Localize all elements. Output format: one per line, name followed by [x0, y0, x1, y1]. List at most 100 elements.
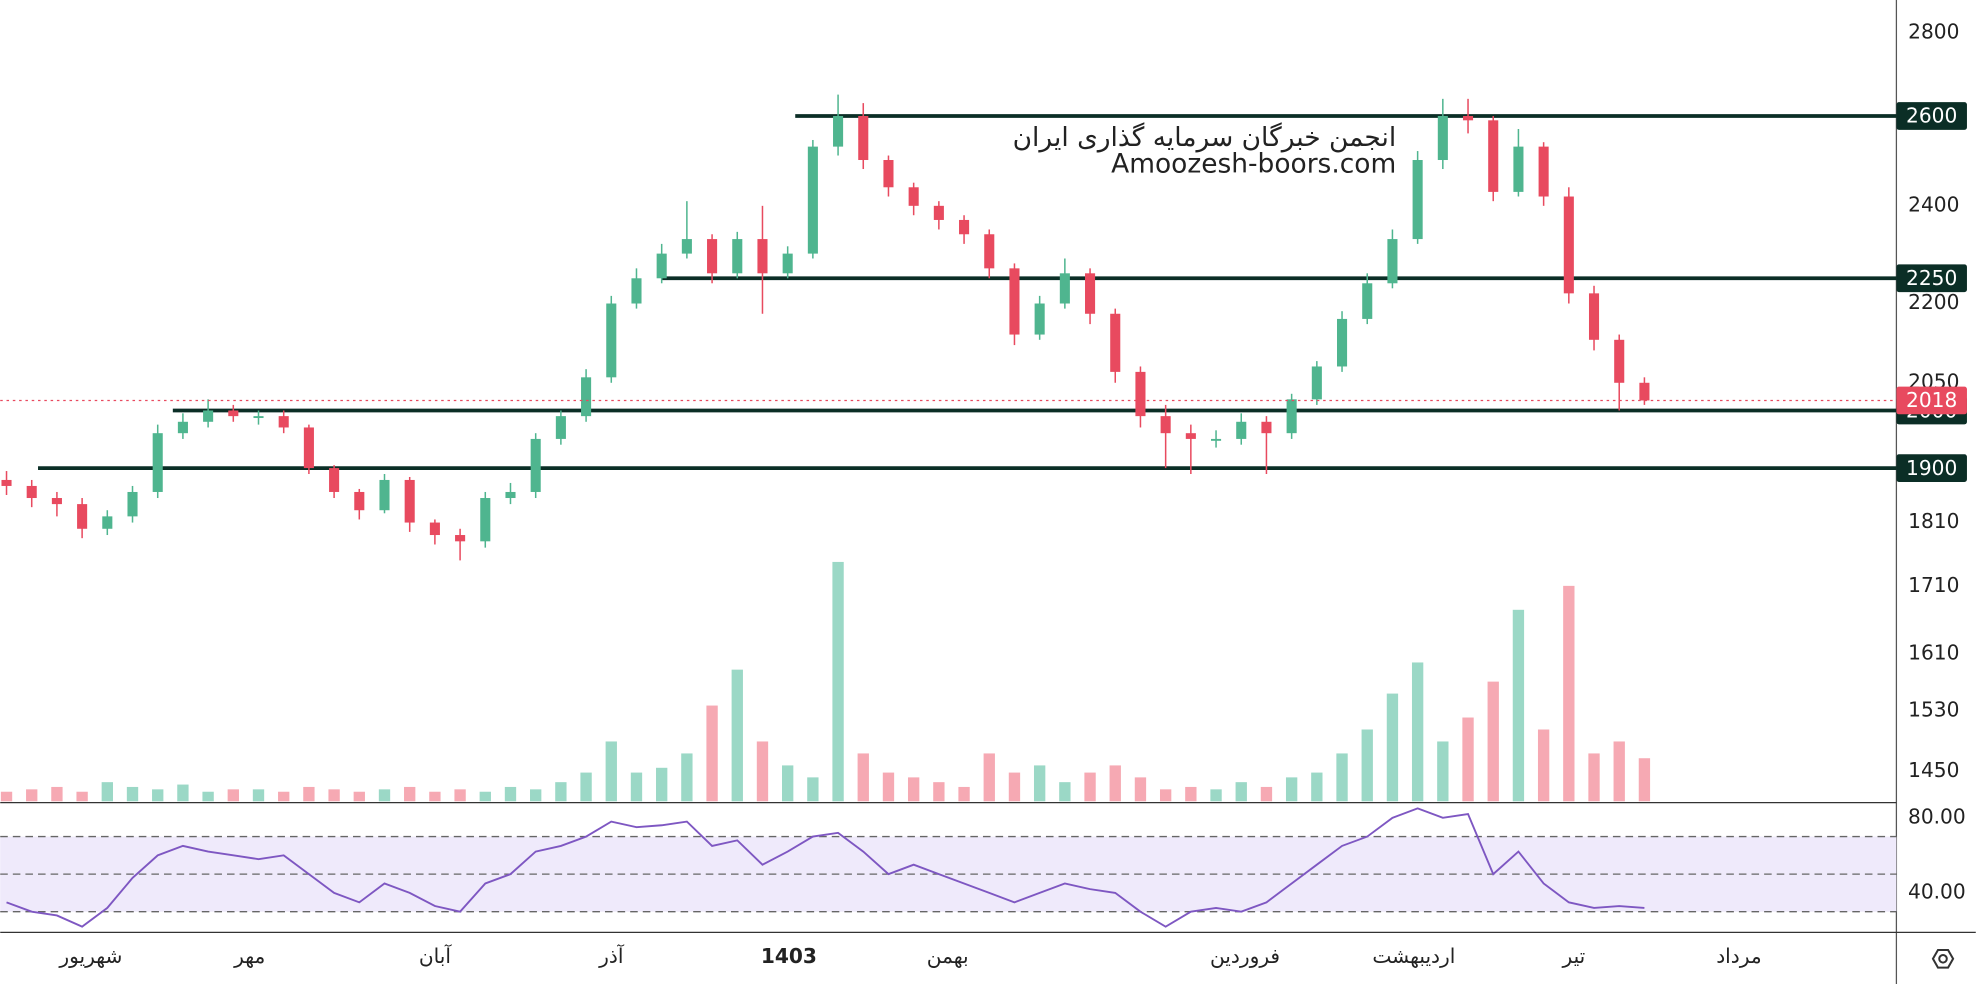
candle-body: [1211, 438, 1222, 441]
volume-bar: [782, 765, 794, 802]
volume-bar: [1059, 782, 1071, 802]
volume-bar: [1210, 789, 1222, 802]
volume-bar: [832, 561, 844, 802]
level-label-box: [1896, 102, 1967, 130]
candle-body: [51, 498, 62, 505]
candle-body: [329, 468, 340, 492]
volume-bar: [278, 791, 290, 802]
candle-body: [707, 239, 718, 274]
y-tick-label: 1710: [1908, 573, 1959, 597]
y-tick-label: 2400: [1908, 192, 1959, 216]
volume-bar: [882, 772, 895, 802]
volume-bar: [756, 741, 769, 802]
candle-body: [581, 377, 592, 417]
volume-bar: [26, 789, 38, 802]
candle-body: [1437, 115, 1448, 161]
candle-body: [1462, 115, 1474, 121]
volume-bar: [353, 791, 365, 802]
candle-body: [102, 516, 113, 529]
volume-bar: [177, 784, 189, 802]
candle-body: [1236, 421, 1247, 439]
candle-body: [732, 239, 743, 274]
candle-body: [631, 278, 642, 304]
candle-body: [782, 253, 793, 274]
candle-body: [1538, 146, 1549, 197]
candle-body: [807, 146, 818, 254]
rsi-tick-label: 40.00: [1908, 879, 1966, 903]
candle-body: [933, 205, 944, 220]
candle-body: [1488, 120, 1499, 192]
x-tick-label: 1403: [761, 944, 817, 968]
candle-body: [1588, 293, 1600, 340]
volume-bar: [328, 789, 340, 802]
volume-bar: [1109, 765, 1121, 802]
candle-body: [228, 410, 239, 417]
candle-body: [1261, 421, 1272, 434]
candle-body: [26, 485, 37, 499]
y-tick-label: 2800: [1908, 19, 1959, 43]
candle-body: [656, 253, 667, 279]
level-label: 2600: [1906, 104, 1957, 128]
volume-bar: [706, 705, 718, 802]
x-tick-label: آذر: [598, 943, 625, 968]
settings-icon[interactable]: [1931, 948, 1955, 969]
current-price-label: 2018: [1906, 388, 1957, 412]
settings-icon-shape[interactable]: [1931, 948, 1955, 969]
candle-body: [606, 303, 617, 378]
volume-bar: [51, 786, 63, 802]
candle-body: [908, 187, 919, 206]
volume-bar: [1084, 772, 1096, 802]
volume-bar: [252, 789, 265, 802]
volume-bar: [1336, 753, 1348, 802]
volume-bar: [227, 789, 239, 802]
x-tick-label: آبان: [419, 943, 453, 968]
volume-bar: [681, 753, 693, 802]
settings-icon-dot[interactable]: [1938, 954, 1948, 964]
y-tick-label: 1450: [1908, 758, 1959, 782]
volume-bar: [1008, 772, 1021, 802]
candle-body: [505, 491, 516, 499]
y-tick-label: 2200: [1908, 290, 1959, 314]
rsi-line: [6, 807, 1645, 928]
candle-body: [1185, 433, 1196, 439]
volume-bar: [0, 791, 13, 802]
rsi-tick-label: 80.00: [1908, 804, 1966, 828]
candle-body: [278, 416, 289, 428]
candle-body: [203, 410, 214, 422]
current-price-box: [1896, 386, 1967, 415]
volume-bar: [580, 772, 592, 802]
volume-bar: [958, 786, 970, 802]
candle-body: [681, 239, 692, 254]
volume-bar: [1638, 758, 1651, 802]
volume-bar: [404, 786, 416, 802]
candle-body: [253, 416, 264, 419]
candle-body: [1110, 313, 1121, 372]
volume-bar: [555, 782, 567, 802]
x-tick-label: مهر: [233, 944, 265, 968]
candle-body: [1034, 303, 1045, 335]
level-label: 2250: [1906, 266, 1957, 290]
x-tick-label: فروردین: [1210, 944, 1280, 968]
volume-bar: [1487, 681, 1499, 802]
candle-body: [1286, 399, 1297, 434]
volume-bar: [1613, 741, 1625, 802]
candle-body: [1135, 371, 1146, 417]
candle-body: [1160, 416, 1171, 434]
volume-bar: [202, 791, 214, 802]
candle-body: [1614, 339, 1625, 383]
candle-body: [429, 522, 440, 536]
candle-body: [127, 491, 138, 517]
volume-bar: [1411, 662, 1424, 802]
volume-bar: [1285, 777, 1298, 802]
candle-body: [858, 115, 869, 161]
candle-body: [455, 535, 466, 542]
volume-bar: [378, 789, 391, 802]
x-tick-label: شهریور: [58, 944, 122, 968]
volume-bar: [530, 789, 542, 802]
volume-bar: [101, 782, 113, 802]
candle-body: [354, 491, 365, 511]
candle-body: [984, 234, 995, 269]
volume-bar: [1386, 693, 1399, 802]
volume-bar: [1588, 753, 1600, 802]
